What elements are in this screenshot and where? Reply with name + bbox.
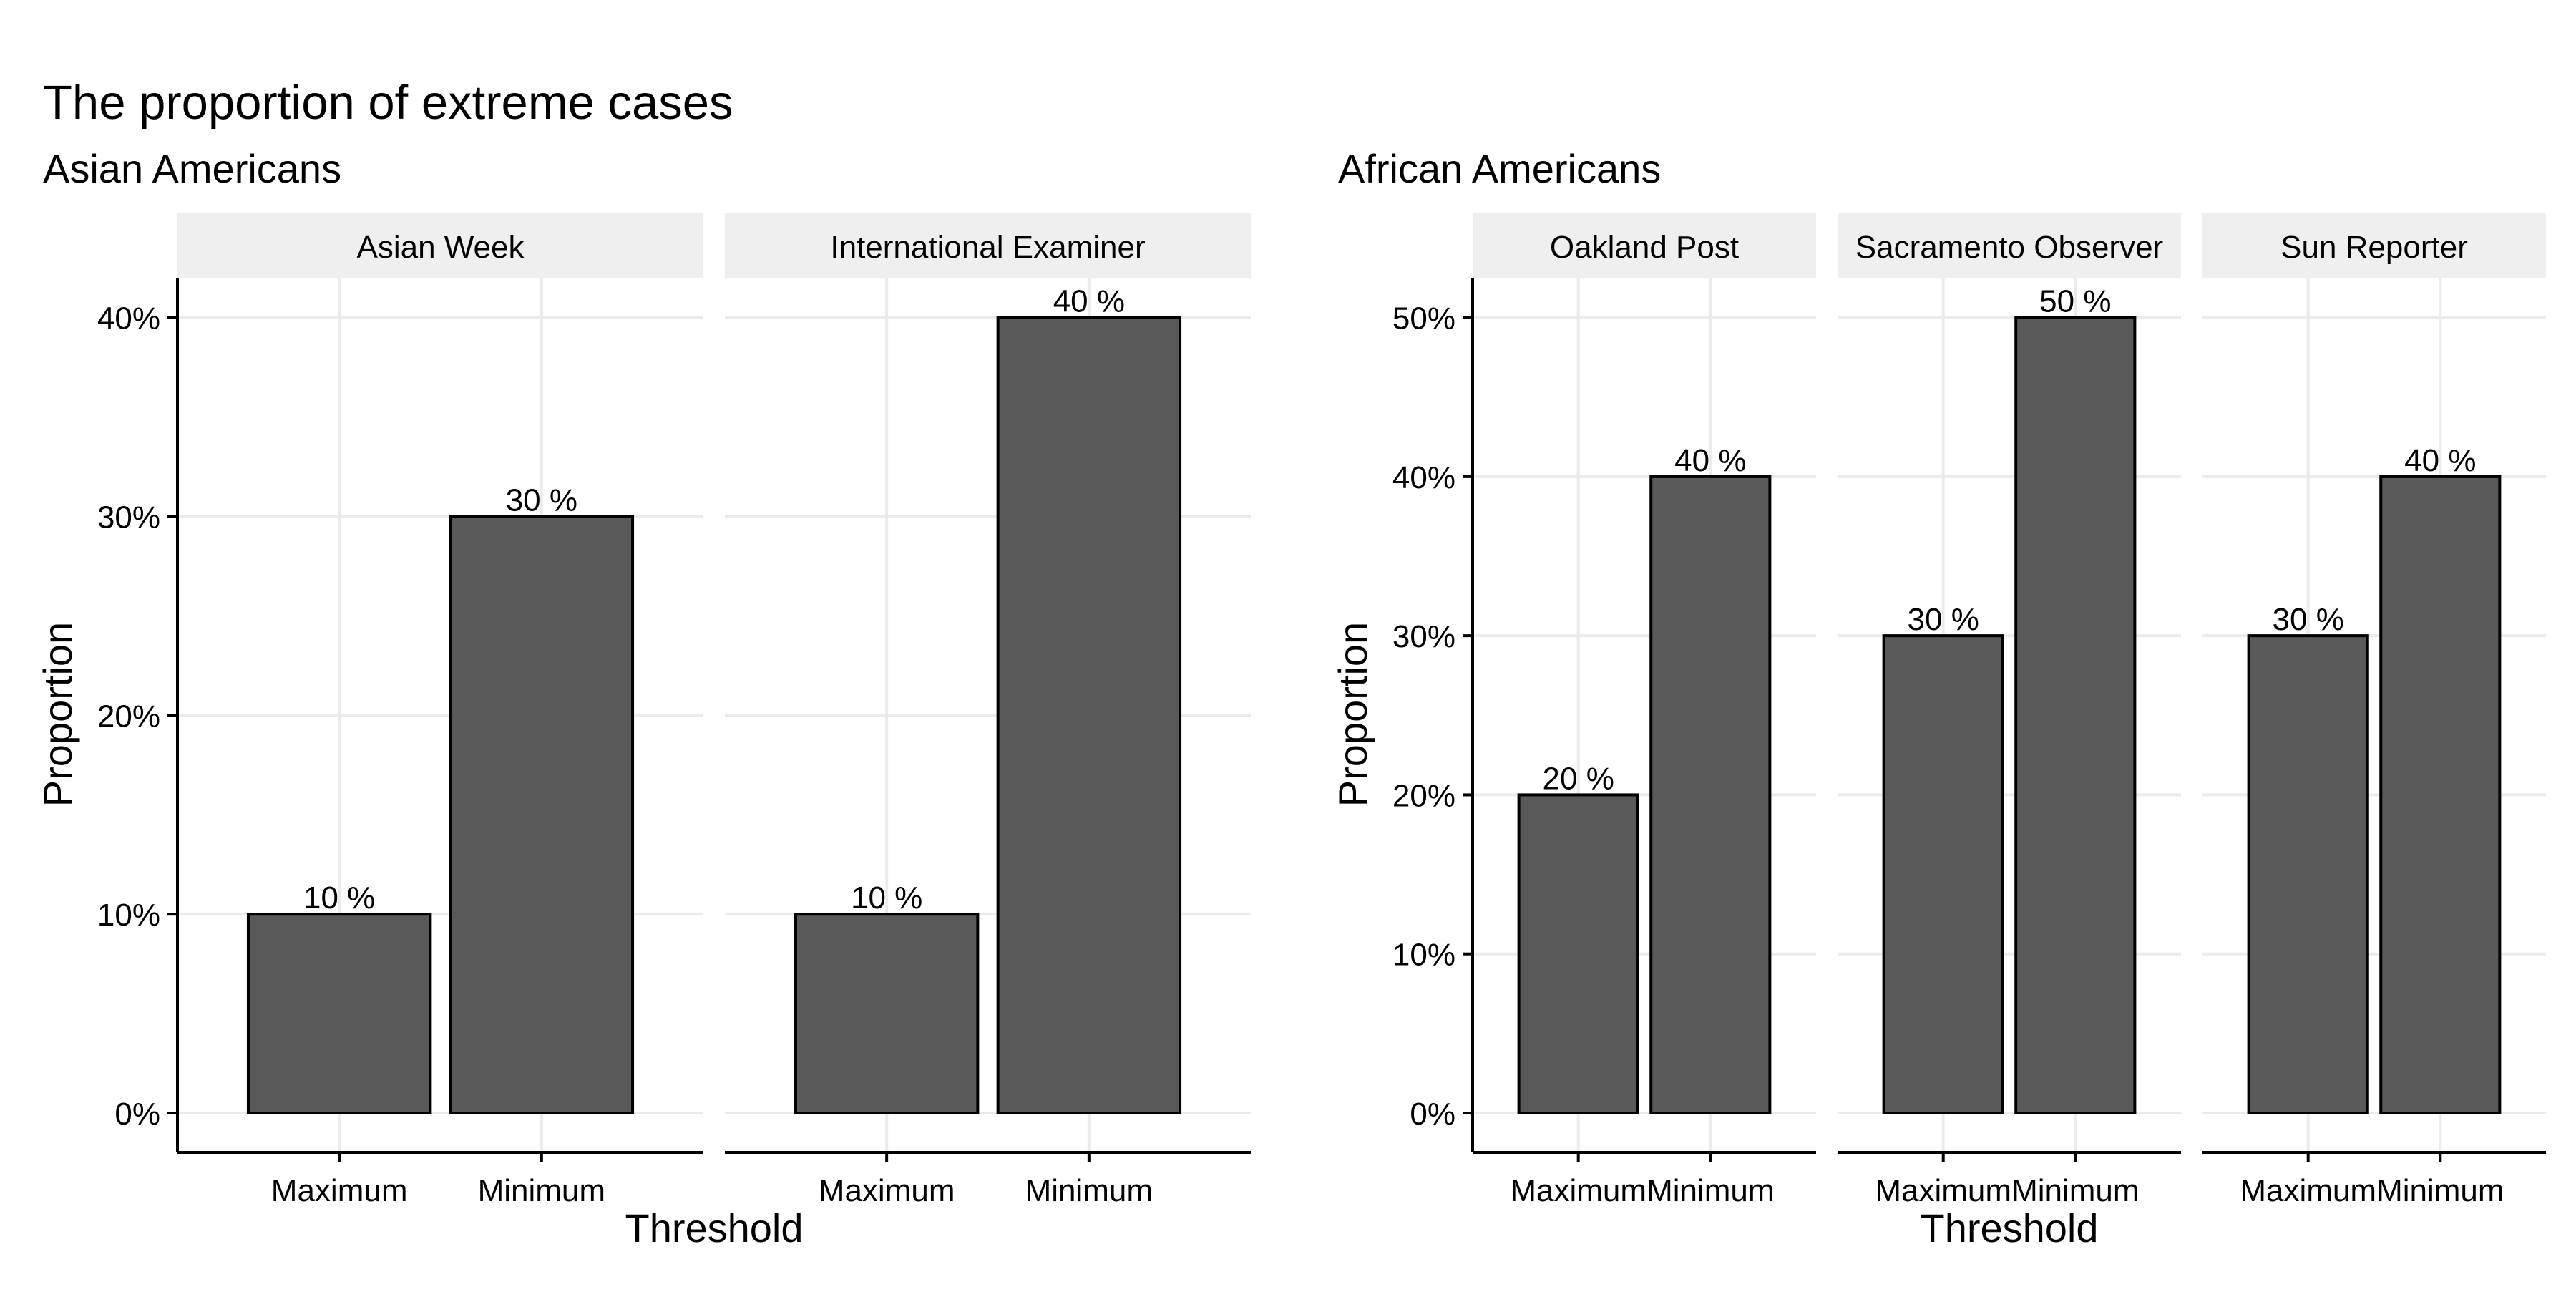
y-axis-title: Proportion — [1330, 622, 1375, 807]
facet-strip-label: Sacramento Observer — [1855, 230, 2163, 265]
bar — [449, 515, 635, 1114]
y-axis-title: Proportion — [35, 622, 80, 807]
panel-title: African Americans — [1338, 146, 1661, 191]
facet-strip-label: Sun Reporter — [2280, 230, 2468, 265]
bar — [996, 316, 1182, 1115]
x-tick-label: Minimum — [478, 1173, 605, 1208]
bar-value-label: 40 % — [1674, 443, 1746, 478]
bar-value-label: 20 % — [1543, 761, 1614, 796]
facet-strip-label: Asian Week — [357, 230, 525, 265]
bar-value-label: 30 % — [2273, 602, 2344, 637]
chart-main-title: The proportion of extreme cases — [43, 76, 733, 130]
x-tick-label: Maximum — [2240, 1173, 2376, 1208]
x-tick-label: Maximum — [271, 1173, 408, 1208]
bar — [1649, 475, 1772, 1114]
y-tick-label: 50% — [1392, 301, 1455, 336]
x-tick-label: Maximum — [1510, 1173, 1646, 1208]
bar-value-label: 10 % — [851, 880, 922, 915]
y-tick-label: 30% — [97, 500, 160, 535]
y-tick-label: 20% — [97, 699, 160, 734]
y-tick-label: 30% — [1392, 619, 1455, 654]
y-tick-label: 10% — [1392, 938, 1455, 973]
x-tick-label: Maximum — [1875, 1173, 2011, 1208]
bar — [2379, 475, 2502, 1114]
facet-strip — [1473, 213, 1816, 278]
bar — [1882, 634, 2004, 1114]
bar-value-label: 40 % — [1053, 284, 1125, 319]
y-tick-label: 0% — [1410, 1097, 1455, 1132]
y-tick-label: 40% — [1392, 460, 1455, 495]
bar — [1517, 793, 1639, 1115]
bar-value-label: 10 % — [303, 880, 375, 915]
facet-strip-label: International Examiner — [830, 230, 1145, 265]
facet-strip — [1838, 213, 2181, 278]
bar-value-label: 50 % — [2039, 284, 2111, 319]
facet-strip — [177, 213, 703, 278]
bar-value-label: 30 % — [506, 482, 577, 518]
x-axis-title: Threshold — [625, 1205, 803, 1250]
y-tick-label: 20% — [1392, 778, 1455, 813]
facet-strip-label: Oakland Post — [1550, 230, 1739, 265]
bar — [2247, 634, 2369, 1114]
x-tick-label: Minimum — [1646, 1173, 1774, 1208]
bar-value-label: 30 % — [1908, 602, 1979, 637]
x-tick-label: Maximum — [819, 1173, 955, 1208]
y-tick-label: 0% — [114, 1097, 160, 1132]
bar-value-label: 40 % — [2404, 443, 2476, 478]
panel-title: Asian Americans — [43, 146, 341, 191]
x-tick-label: Minimum — [1025, 1173, 1153, 1208]
x-tick-label: Minimum — [2376, 1173, 2504, 1208]
facet-strip — [725, 213, 1251, 278]
y-tick-label: 10% — [97, 898, 160, 933]
y-tick-label: 40% — [97, 301, 160, 336]
bar — [794, 913, 980, 1114]
bar — [246, 913, 432, 1114]
bar — [2014, 316, 2137, 1115]
x-tick-label: Minimum — [2011, 1173, 2139, 1208]
x-axis-title: Threshold — [1920, 1205, 2098, 1250]
facet-strip — [2202, 213, 2546, 278]
